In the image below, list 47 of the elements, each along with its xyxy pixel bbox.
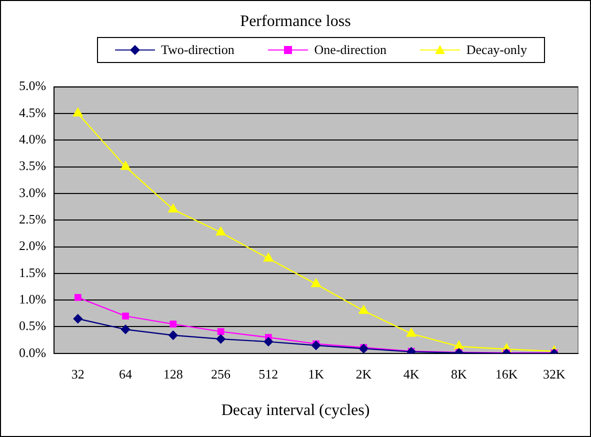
x-tick-label: 16K [495, 366, 518, 382]
point [358, 305, 369, 314]
x-tick-label: 32 [71, 366, 84, 382]
x-axis-title: Decay interval (cycles) [220, 402, 371, 420]
point [73, 314, 82, 324]
y-tick-label: 3.0% [18, 184, 46, 200]
point [263, 252, 274, 262]
point [454, 340, 464, 350]
x-tick-label: 32K [542, 366, 566, 382]
legend-label: Two-direction [160, 42, 234, 58]
point [216, 334, 226, 344]
chart-title: Performance loss [239, 13, 352, 31]
point [311, 340, 321, 350]
point [122, 312, 129, 320]
x-tick-label: 512 [258, 366, 278, 382]
point [120, 324, 130, 334]
y-tick-label: 2.0% [18, 238, 46, 254]
y-tick-label: 5.0% [18, 78, 46, 94]
y-tick-label: 0.0% [18, 344, 46, 360]
y-tick-label: 2.5% [18, 212, 46, 227]
y-tick-label: 3.5% [18, 158, 46, 174]
point [217, 328, 224, 335]
point [406, 328, 416, 337]
x-tick-label: 4K [403, 366, 420, 382]
x-tick-label: 8K [450, 366, 468, 382]
x-tick-label: 1K [308, 366, 325, 382]
x-tick-label: 256 [211, 366, 232, 382]
legend-label: Decay-only [466, 42, 528, 58]
point [74, 294, 82, 301]
y-tick-label: 4.0% [18, 132, 46, 147]
point [168, 204, 178, 213]
y-tick-label: 0.5% [18, 318, 46, 334]
x-tick-label: 2K [356, 366, 372, 382]
y-tick-label: 4.5% [18, 104, 46, 120]
x-tick-label: 128 [163, 366, 183, 382]
y-tick-label: 1.0% [18, 292, 46, 306]
point [120, 161, 130, 170]
point [311, 278, 321, 288]
point [359, 344, 368, 354]
point [168, 330, 178, 340]
point [264, 337, 274, 346]
point [170, 320, 177, 328]
y-tick-label: 1.5% [18, 264, 46, 280]
point [72, 108, 83, 117]
point [216, 226, 226, 236]
x-tick-label: 64 [119, 366, 133, 382]
legend-label: One-direction [314, 42, 386, 58]
